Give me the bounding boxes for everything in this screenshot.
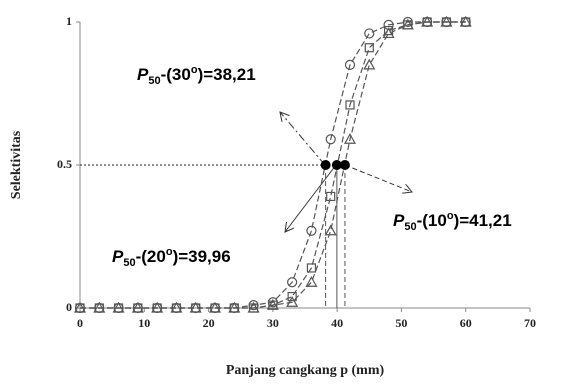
y-tick-label: 0.5	[57, 157, 72, 171]
arrow	[280, 112, 326, 166]
annotation: P50-(20o)=39,96	[112, 246, 231, 269]
point	[383, 25, 394, 36]
x-tick-label: 60	[460, 316, 472, 330]
annotation-sub: 50	[148, 75, 160, 87]
point	[306, 225, 317, 236]
point	[131, 301, 144, 313]
arrow	[344, 164, 412, 192]
point	[324, 224, 337, 236]
annotation-p: P	[137, 65, 149, 84]
annotation-end: )=39,96	[173, 247, 231, 266]
x-tick-label: 0	[77, 316, 83, 330]
point	[112, 301, 125, 313]
point	[73, 301, 87, 313]
point	[305, 276, 318, 287]
x-axis-label: Panjang cangkang p (mm)	[226, 363, 385, 378]
annotation-sub: 50	[123, 257, 135, 269]
annotation-p: P	[393, 211, 405, 230]
l50-point	[339, 160, 350, 170]
x-tick-label: 10	[138, 316, 150, 330]
x-tick-label: 20	[203, 316, 215, 330]
point	[228, 301, 241, 313]
annotation-end: )=41,21	[454, 211, 512, 230]
point	[440, 15, 453, 27]
y-axis-label: Selektivitas	[9, 130, 24, 199]
annotation-p: P	[112, 247, 124, 266]
annotation-mid: -(30	[161, 65, 191, 84]
point	[247, 301, 260, 313]
point	[208, 301, 222, 313]
l50-point	[331, 160, 342, 170]
point	[93, 301, 106, 313]
annotation-sup: o	[166, 246, 173, 258]
point	[189, 301, 202, 313]
y-tick-label: 0	[66, 300, 72, 314]
l50-point	[320, 160, 331, 170]
point	[382, 27, 395, 39]
point	[421, 15, 434, 27]
x-tick-label: 40	[331, 316, 343, 330]
x-tick-label: 50	[395, 316, 407, 330]
point	[151, 301, 164, 313]
annotation: P50-(10o)=41,21	[393, 210, 512, 233]
point	[325, 134, 336, 145]
point	[170, 301, 183, 313]
point	[326, 191, 336, 202]
annotation-mid: -(10	[417, 211, 447, 230]
x-tick-label: 70	[524, 316, 536, 330]
point	[364, 43, 374, 53]
point	[287, 277, 298, 288]
annotation-mid: -(20	[136, 247, 166, 266]
annotation-sup: o	[191, 64, 198, 76]
x-tick-label: 30	[267, 316, 279, 330]
point	[344, 59, 356, 71]
point	[343, 133, 357, 144]
series-line	[80, 21, 466, 309]
point	[345, 100, 355, 110]
annotation-sub: 50	[404, 221, 416, 233]
point	[266, 298, 279, 310]
annotation-end: )=38,21	[198, 65, 256, 84]
point	[363, 58, 376, 70]
annotation-sup: o	[447, 210, 454, 222]
point	[286, 296, 299, 307]
point	[459, 15, 472, 27]
y-tick-label: 1	[66, 14, 72, 28]
point	[401, 18, 414, 30]
point	[364, 28, 375, 39]
point	[306, 263, 317, 273]
arrow	[285, 164, 337, 232]
annotation: P50-(30o)=38,21	[137, 64, 256, 87]
point	[287, 291, 297, 302]
